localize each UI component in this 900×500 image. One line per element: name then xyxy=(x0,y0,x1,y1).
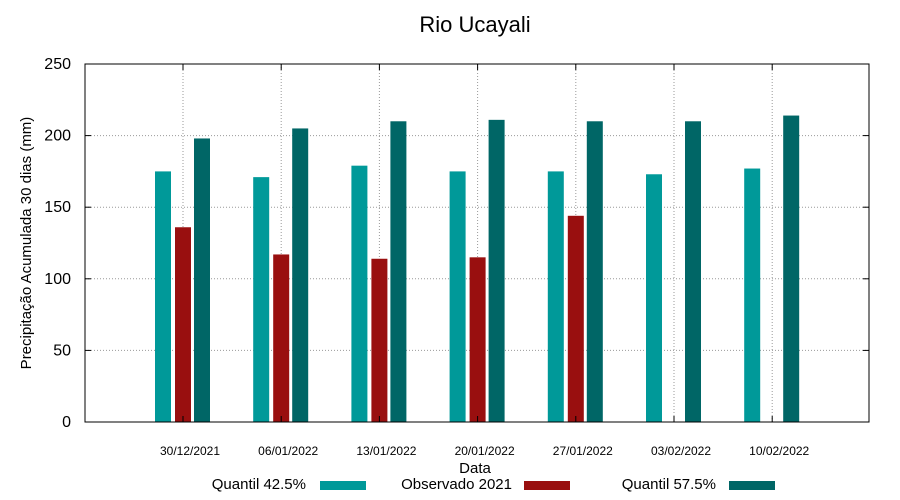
legend-label: Quantil 42.5% xyxy=(212,476,306,493)
bar-quantil-57-5 xyxy=(685,121,701,422)
x-tick-label: 27/01/2022 xyxy=(553,444,613,458)
legend-label: Observado 2021 xyxy=(401,476,512,493)
legend-swatch xyxy=(320,481,366,490)
x-tick-label: 03/02/2022 xyxy=(651,444,711,458)
x-axis-ticks: 30/12/2021 06/01/2022 13/01/2022 20/01/2022… xyxy=(160,64,810,458)
x-tick-label: 10/02/2022 xyxy=(749,444,809,458)
bar-quantil-57-5 xyxy=(783,115,800,422)
x-tick-label: 13/01/2022 xyxy=(356,444,416,458)
bar-quantil-42-5 xyxy=(351,165,368,422)
plot-frame xyxy=(84,63,870,423)
legend-swatch xyxy=(729,481,775,490)
bar-quantil-42-5 xyxy=(253,177,270,422)
legend: Quantil 42.5% Observado 2021 Quantil 57.5% xyxy=(212,476,775,493)
bar-quantil-57-5 xyxy=(194,138,210,423)
bar-quantil-57-5 xyxy=(586,121,603,422)
bar-observado-2021 xyxy=(273,254,290,422)
x-axis-label: Data xyxy=(459,460,491,477)
y-tick-label: 200 xyxy=(44,128,71,145)
bar-observado-2021 xyxy=(175,227,191,422)
bar-quantil-42-5 xyxy=(449,171,466,422)
legend-swatch xyxy=(524,481,570,490)
y-axis-ticks: 0 50 100 150 200 250 xyxy=(44,56,869,431)
bar-observado-2021 xyxy=(371,258,388,422)
bar-quantil-57-5 xyxy=(292,128,309,422)
y-axis-label: Precipitação Acumulada 30 dias (mm) xyxy=(18,117,35,370)
bar-quantil-57-5 xyxy=(488,119,505,423)
x-tick-label: 20/01/2022 xyxy=(455,444,515,458)
y-tick-label: 50 xyxy=(53,342,71,359)
bar-quantil-42-5 xyxy=(744,168,761,422)
y-tick-label: 0 xyxy=(62,414,71,431)
x-tick-label: 06/01/2022 xyxy=(258,444,318,458)
x-tick-label: 30/12/2021 xyxy=(160,444,220,458)
bar-quantil-42-5 xyxy=(547,171,564,422)
bar-observado-2021 xyxy=(567,215,584,422)
y-tick-label: 250 xyxy=(44,56,71,73)
legend-label: Quantil 57.5% xyxy=(622,476,716,493)
bars xyxy=(155,115,800,423)
y-tick-label: 100 xyxy=(44,271,71,288)
bar-quantil-57-5 xyxy=(390,121,407,422)
bar-quantil-42-5 xyxy=(646,174,662,422)
bar-quantil-42-5 xyxy=(155,171,171,422)
chart-title: Rio Ucayali xyxy=(419,12,530,37)
y-tick-label: 150 xyxy=(44,199,71,216)
bar-observado-2021 xyxy=(469,257,486,422)
